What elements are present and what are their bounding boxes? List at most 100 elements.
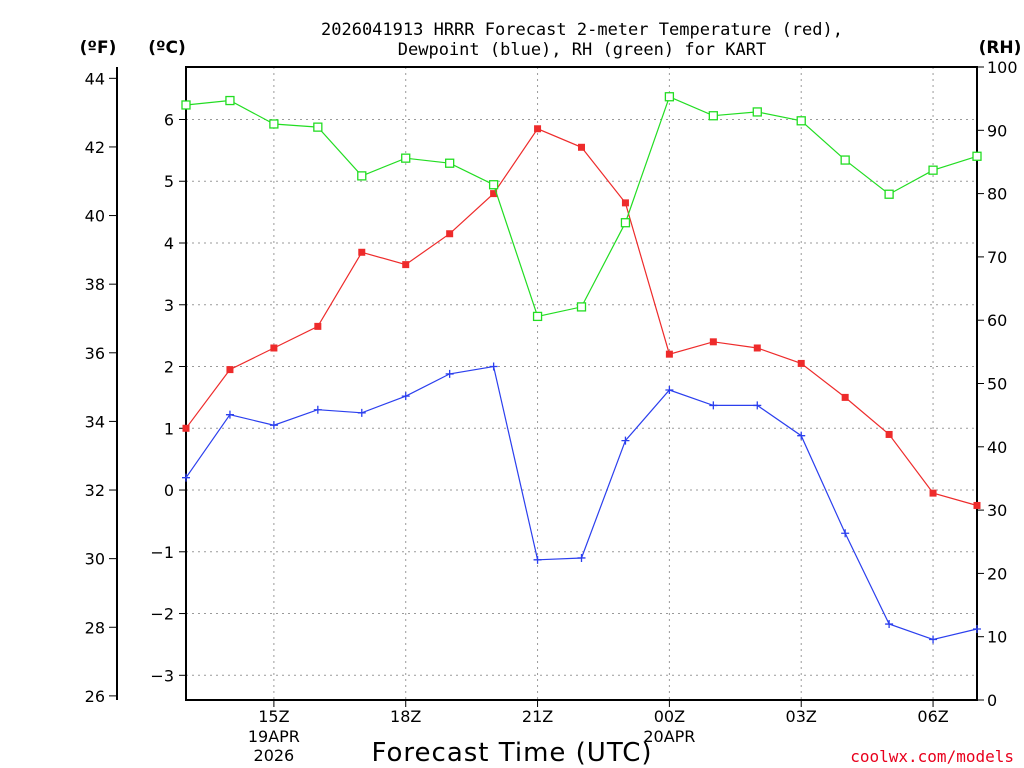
y-tick-label-rh: 60 [987, 311, 1007, 330]
rh-point [576, 302, 587, 312]
x-tick-label: 00Z [654, 707, 685, 726]
rh-point [488, 180, 499, 190]
dewpoint-point [709, 401, 718, 410]
y-tick-label-fahrenheit: 36 [85, 344, 105, 363]
chart-title-line1: 2026041913 HRRR Forecast 2-meter Tempera… [321, 20, 843, 40]
temperature-point [270, 344, 278, 352]
dewpoint-point [929, 635, 938, 644]
temperature-point [709, 338, 717, 346]
dewpoint-point [489, 362, 498, 371]
dewpoint-point [401, 392, 410, 401]
y-tick-label-rh: 10 [987, 628, 1007, 647]
y-tick-label-celsius: −1 [150, 543, 174, 562]
temperature-point [797, 359, 805, 367]
rh-point [445, 158, 455, 168]
temperature-line [185, 128, 978, 507]
dewpoint-point [269, 421, 278, 430]
rh-point [532, 311, 543, 322]
y-tick-label-rh: 90 [987, 121, 1007, 140]
temperature-point [182, 424, 190, 432]
temperature-point [841, 393, 849, 401]
rh-point [313, 122, 323, 132]
rh-point [972, 151, 982, 161]
unit-fahrenheit-label: (ºF) [80, 38, 117, 58]
x-tick-label: 06Z [917, 707, 948, 726]
y-tick-label-fahrenheit: 28 [85, 618, 105, 637]
x-tick-year-label: 2026 [254, 746, 295, 765]
chart-title-line2: Dewpoint (blue), RH (green) for KART [398, 40, 766, 60]
rh-point [752, 107, 762, 117]
unit-rh-label: (RH) [979, 38, 1022, 58]
credit-text: coolwx.com/models [850, 747, 1014, 766]
y-tick-label-fahrenheit: 30 [85, 550, 105, 569]
rh-point [840, 155, 850, 165]
dewpoint-point [885, 620, 894, 629]
temperature-point [621, 199, 629, 207]
dewpoint-point [357, 408, 366, 417]
temperature-point [753, 344, 761, 352]
y-tick-label-fahrenheit: 44 [85, 69, 105, 88]
unit-celsius-label: (ºC) [148, 38, 186, 58]
data-series [181, 92, 982, 644]
y-tick-label-rh: 20 [987, 564, 1007, 583]
temperature-point [885, 430, 893, 438]
y-tick-label-fahrenheit: 42 [85, 138, 105, 157]
axes: 6543210−1−2−3444240383634323028261009080… [85, 58, 1018, 765]
rh-point [357, 171, 367, 181]
dewpoint-point [797, 431, 806, 440]
rh-point [620, 218, 631, 228]
y-tick-label-fahrenheit: 40 [85, 207, 105, 226]
rh-point [796, 116, 806, 126]
dewpoint-point [621, 436, 630, 445]
y-tick-label-fahrenheit: 38 [85, 275, 105, 294]
y-tick-label-fahrenheit: 26 [85, 687, 105, 706]
temperature-point [973, 501, 981, 509]
y-tick-label-rh: 0 [987, 691, 997, 710]
dewpoint-point [445, 369, 454, 378]
y-tick-label-fahrenheit: 32 [85, 481, 105, 500]
x-tick-label: 18Z [390, 707, 421, 726]
y-tick-label-celsius: 2 [164, 358, 174, 377]
temperature-point [578, 143, 585, 151]
y-tick-label-celsius: −2 [150, 605, 174, 624]
dewpoint-point [182, 473, 190, 482]
temperature-point [665, 350, 673, 358]
y-tick-label-rh: 30 [987, 501, 1007, 520]
dewpoint-point [753, 401, 762, 410]
rh-point [401, 153, 411, 163]
dewpoint-point [225, 410, 234, 419]
temperature-point [534, 125, 542, 133]
rh-point [225, 95, 235, 106]
rh-point [928, 165, 938, 175]
temperature-point [402, 261, 410, 269]
temperature-point [490, 190, 498, 198]
y-tick-label-celsius: 5 [164, 172, 174, 191]
rh-point [181, 100, 191, 110]
dewpoint-point [313, 405, 322, 414]
temperature-point [929, 489, 937, 497]
temperature-point [358, 248, 366, 256]
y-tick-label-celsius: 3 [164, 296, 174, 315]
rh-point [708, 111, 718, 121]
y-tick-label-rh: 100 [987, 58, 1018, 77]
dewpoint-point [973, 624, 981, 633]
temperature-point [314, 322, 322, 330]
x-tick-date-label: 19APR [248, 727, 300, 746]
y-tick-label-rh: 40 [987, 438, 1007, 457]
y-tick-label-celsius: −3 [150, 666, 174, 685]
x-tick-label: 15Z [258, 707, 289, 726]
y-tick-label-fahrenheit: 34 [85, 412, 105, 431]
rh-point [664, 92, 675, 102]
x-tick-label: 21Z [522, 707, 553, 726]
y-tick-label-celsius: 0 [164, 481, 174, 500]
dewpoint-point [841, 529, 850, 538]
y-tick-label-celsius: 6 [164, 110, 174, 129]
y-tick-label-celsius: 1 [164, 419, 174, 438]
rh-line [185, 95, 978, 318]
y-tick-label-rh: 80 [987, 185, 1007, 204]
y-tick-label-rh: 50 [987, 375, 1007, 394]
dewpoint-line [185, 365, 978, 641]
grid-lines [186, 67, 977, 700]
temperature-point [226, 366, 234, 374]
